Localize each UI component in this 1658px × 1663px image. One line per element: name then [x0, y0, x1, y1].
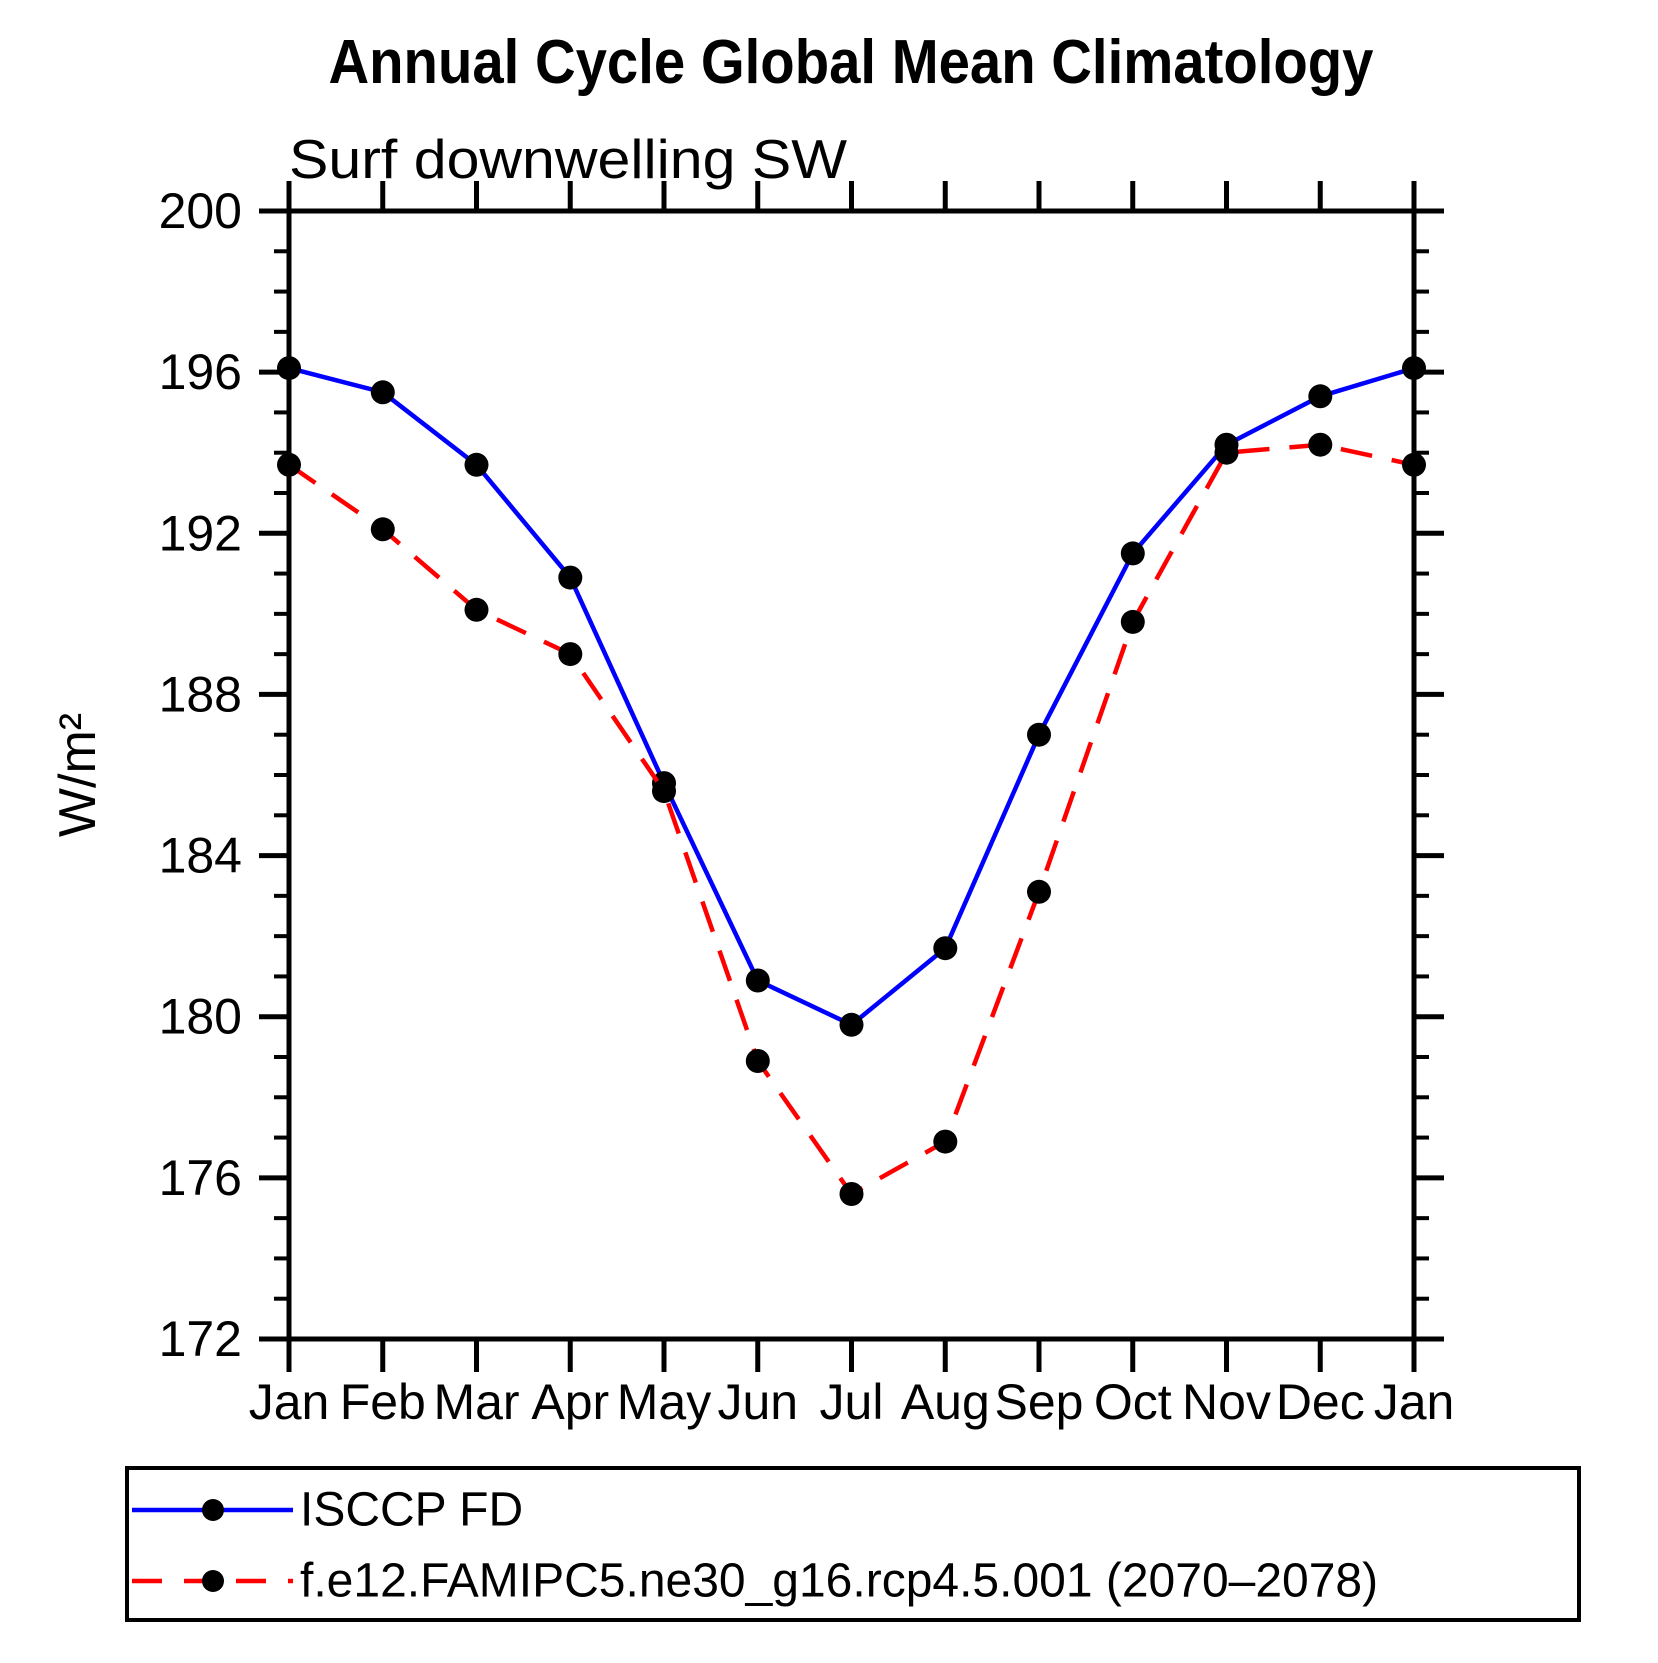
data-point-model-Sep: [1027, 879, 1051, 904]
x-tick-label: Sep: [995, 1374, 1084, 1430]
data-point-model-Nov: [1214, 440, 1239, 465]
y-tick-label: 176: [159, 1150, 242, 1206]
x-tick-label: Nov: [1182, 1374, 1271, 1430]
data-point-isccp-Sep: [1027, 722, 1051, 747]
data-point-model-May: [652, 779, 676, 804]
legend-label-isccp: ISCCP FD: [300, 1484, 523, 1537]
x-tick-label: Jun: [717, 1374, 798, 1430]
data-point-isccp-Jun: [745, 968, 770, 993]
x-tick-label: Jan: [1374, 1374, 1455, 1430]
x-tick-label: Mar: [433, 1374, 519, 1430]
y-tick-label: 196: [159, 344, 242, 400]
data-point-model-Mar: [464, 597, 489, 622]
data-point-isccp-Mar: [464, 452, 489, 477]
legend-label-model: f.e12.FAMIPC5.ne30_g16.rcp4.5.001 (2070–…: [300, 1555, 1378, 1608]
data-point-model-Feb: [370, 517, 395, 542]
data-point-isccp-Dec: [1308, 384, 1333, 409]
x-tick-label: Feb: [340, 1374, 426, 1430]
data-point-model-Jul: [839, 1182, 864, 1206]
data-point-model-Jan: [277, 452, 301, 477]
data-point-isccp-Apr: [558, 565, 583, 590]
data-point-model-Jan: [1402, 452, 1426, 477]
chart-title: Annual Cycle Global Mean Climatology: [329, 28, 1374, 97]
x-tick-label: May: [617, 1374, 711, 1430]
y-tick-label: 200: [159, 183, 242, 239]
data-point-model-Apr: [558, 642, 583, 667]
legend: ISCCP FD f.e12.FAMIPC5.ne30_g16.rcp4.5.0…: [125, 1466, 1581, 1622]
legend-marker-model: [202, 1570, 224, 1592]
data-series: [277, 356, 1426, 1206]
y-tick-label: 192: [159, 505, 242, 561]
data-point-isccp-Oct: [1120, 541, 1145, 566]
y-tick-label: 180: [159, 989, 242, 1045]
chart-subtitle: Surf downwelling SW: [289, 128, 847, 190]
series-line-isccp: [288, 365, 1415, 1028]
data-point-isccp-Jul: [839, 1012, 864, 1037]
series-line-model: [287, 442, 1415, 1197]
data-point-isccp-Feb: [370, 380, 395, 405]
legend-box: [125, 1466, 1581, 1622]
plot-frame: [286, 208, 1417, 1342]
legend-marker-isccp: [202, 1499, 224, 1521]
data-point-isccp-Jan: [1402, 356, 1426, 381]
x-tick-label: Jul: [820, 1374, 884, 1430]
y-tick-label: 188: [159, 666, 242, 722]
x-tick-label: Apr: [531, 1374, 609, 1430]
x-tick-label: Aug: [901, 1374, 990, 1430]
data-point-isccp-Jan: [277, 356, 301, 381]
data-point-model-Jun: [745, 1049, 770, 1073]
x-tick-label: Dec: [1276, 1374, 1365, 1430]
data-point-model-Oct: [1120, 609, 1145, 634]
y-tick-label: 184: [159, 828, 242, 884]
data-point-model-Aug: [933, 1129, 958, 1154]
data-point-model-Dec: [1308, 432, 1333, 457]
y-tick-label: 172: [159, 1311, 242, 1367]
y-axis-label: W/m²: [49, 713, 107, 837]
data-point-isccp-Aug: [933, 936, 958, 961]
x-tick-label: Oct: [1094, 1374, 1172, 1430]
x-tick-label: Jan: [249, 1374, 330, 1430]
